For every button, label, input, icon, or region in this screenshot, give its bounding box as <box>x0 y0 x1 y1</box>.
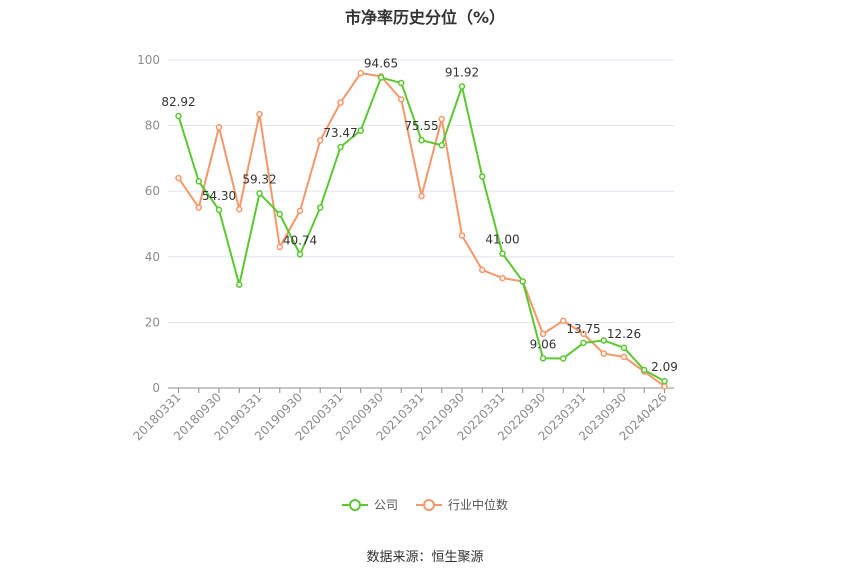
y-axis-ticks: 0 20 40 60 80 100 <box>137 53 160 395</box>
data-label: 91.92 <box>445 66 479 80</box>
data-point-company <box>377 74 385 81</box>
data-point-company <box>337 143 344 151</box>
data-point-industry <box>256 110 263 118</box>
data-point-industry <box>620 353 628 361</box>
legend-marker-company <box>341 498 368 512</box>
y-tick-label: 40 <box>145 250 160 264</box>
data-point-industry <box>479 266 486 274</box>
data-point-company <box>539 355 547 362</box>
data-point-industry <box>175 174 182 182</box>
data-point-company <box>296 251 304 258</box>
data-point-company <box>418 136 425 144</box>
x-axis: 2018033120180930201903312019093020200331… <box>131 387 674 443</box>
data-point-industry <box>600 350 607 357</box>
data-point-company <box>620 344 628 352</box>
data-label: 75.55 <box>404 119 438 133</box>
data-label: 2.09 <box>651 360 678 374</box>
legend-label-industry: 行业中位数 <box>448 498 509 512</box>
data-point-industry <box>195 204 202 211</box>
data-point-company <box>600 337 607 344</box>
data-label: 82.92 <box>161 95 195 109</box>
data-point-industry <box>580 330 587 338</box>
legend-item-industry[interactable]: 行业中位数 <box>416 496 508 513</box>
data-label: 41.00 <box>485 233 519 247</box>
data-label: 73.47 <box>323 126 357 140</box>
data-point-industry <box>276 243 283 251</box>
series-points <box>175 69 668 390</box>
data-point-company <box>458 83 466 90</box>
data-point-company <box>317 204 324 211</box>
data-point-industry <box>317 137 324 144</box>
data-point-industry <box>560 317 567 325</box>
data-labels: 82.92 54.30 59.32 40.74 73.47 94.65 75.55 91.92… <box>161 57 678 375</box>
y-tick-label: 80 <box>145 119 160 133</box>
data-label: 13.75 <box>566 322 600 336</box>
data-point-company <box>479 173 486 180</box>
data-point-company <box>236 281 243 288</box>
data-point-company <box>357 127 364 134</box>
data-source-note: 数据来源：恒生聚源 <box>366 550 484 565</box>
legend-item-company[interactable]: 公司 <box>341 496 398 513</box>
data-point-company <box>175 112 182 120</box>
data-point-company <box>580 339 587 347</box>
data-point-company <box>641 366 648 374</box>
data-point-industry <box>458 232 466 239</box>
data-label: 59.32 <box>242 172 276 186</box>
line-chart: 0 20 40 60 80 100 201803312018093020190331201… <box>131 53 678 443</box>
data-point-company <box>195 178 202 185</box>
data-point-industry <box>438 115 445 123</box>
data-point-industry <box>398 96 405 103</box>
data-point-industry <box>661 383 668 390</box>
data-point-industry <box>215 123 223 131</box>
data-point-industry <box>296 207 304 215</box>
data-label: 54.30 <box>202 189 236 203</box>
data-label: 94.65 <box>364 57 398 71</box>
data-point-industry <box>418 192 425 200</box>
chart-title: 市净率历史分位（%） <box>344 8 506 27</box>
data-point-company <box>276 210 283 218</box>
data-label: 12.26 <box>607 327 641 341</box>
data-point-industry <box>499 274 506 282</box>
data-point-company <box>215 206 223 214</box>
data-label: 9.06 <box>530 337 557 351</box>
data-point-industry <box>337 99 344 106</box>
data-point-company <box>256 190 263 197</box>
data-point-company <box>398 79 405 87</box>
data-point-company <box>560 355 567 362</box>
y-tick-label: 100 <box>137 53 160 67</box>
data-label: 40.74 <box>283 233 317 247</box>
data-point-industry <box>236 205 243 213</box>
y-tick-label: 0 <box>152 381 160 395</box>
data-point-company <box>499 250 506 257</box>
legend: 公司 行业中位数 <box>0 496 850 513</box>
legend-marker-industry <box>416 498 442 512</box>
legend-label-company: 公司 <box>373 498 398 512</box>
y-tick-label: 20 <box>145 315 160 329</box>
data-point-company <box>438 142 445 149</box>
data-point-company <box>519 278 526 285</box>
data-point-industry <box>357 69 364 77</box>
data-point-industry <box>539 330 547 338</box>
y-tick-label: 60 <box>145 184 160 198</box>
data-point-company <box>661 377 668 385</box>
